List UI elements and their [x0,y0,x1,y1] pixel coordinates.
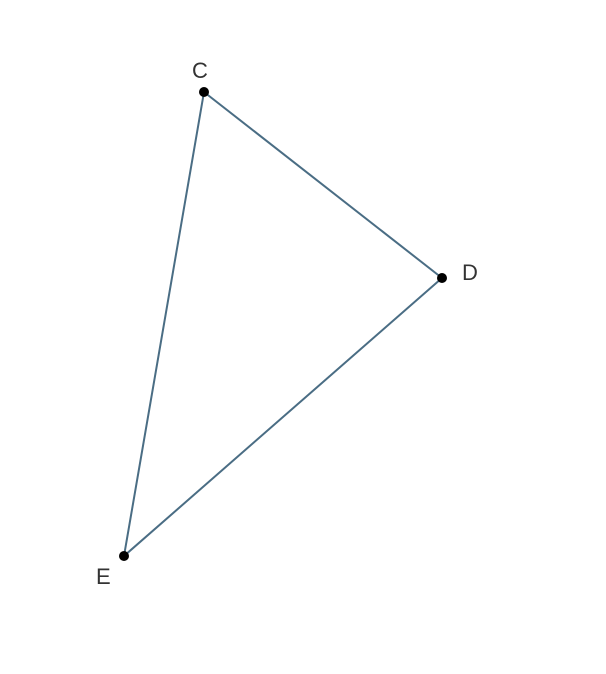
edge-EC [124,92,204,556]
vertex-D-label: D [462,260,478,286]
edge-DE [124,278,442,556]
vertex-C-label: C [192,58,208,84]
edge-CD [204,92,442,278]
vertex-C-point [199,87,209,97]
triangle-diagram [0,0,606,674]
vertex-E-label: E [96,564,111,590]
vertex-D-point [437,273,447,283]
vertex-E-point [119,551,129,561]
